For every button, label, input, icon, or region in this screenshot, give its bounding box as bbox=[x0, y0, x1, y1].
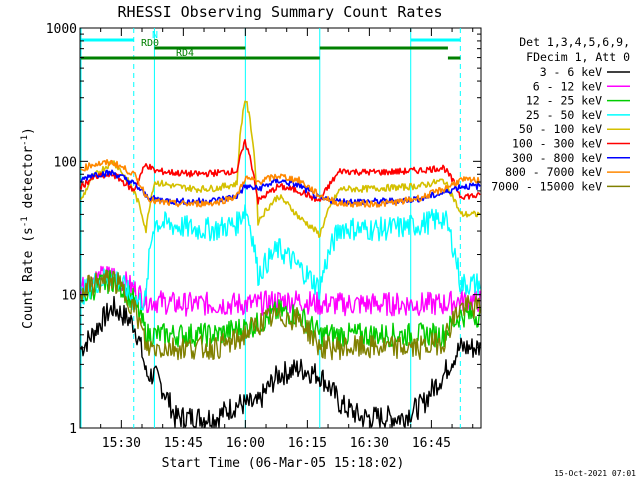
y-tick-label: 100 bbox=[54, 155, 77, 170]
series-line-7 bbox=[80, 159, 481, 208]
series-layer bbox=[80, 100, 481, 428]
series-line-0 bbox=[80, 295, 481, 428]
legend-entry-label: 6 - 12 keV bbox=[533, 79, 602, 93]
legend-entry-label: 100 - 300 keV bbox=[512, 137, 602, 151]
plot-area bbox=[79, 27, 482, 429]
x-tick-label: 16:45 bbox=[412, 436, 451, 451]
series-line-4 bbox=[80, 100, 481, 238]
legend-entry-label: 3 - 6 keV bbox=[540, 65, 602, 79]
series-line-1 bbox=[80, 265, 481, 317]
series-line-5 bbox=[80, 139, 481, 205]
x-tick-label: 16:00 bbox=[226, 436, 265, 451]
x-tick-label: 15:30 bbox=[102, 436, 141, 451]
series-line-8 bbox=[80, 269, 481, 361]
legend: Det 1,3,4,5,6,9,FDecim 1, Att 03 - 6 keV… bbox=[491, 35, 630, 193]
x-tick-label: 15:45 bbox=[164, 436, 203, 451]
legend-entry-label: 300 - 800 keV bbox=[512, 151, 602, 165]
y-axis-label: Count Rate (s-1 detector-1) bbox=[20, 127, 36, 329]
axes-layer: 1 10 100 1000 15:30 15:45 16:00 16:15 16:30 16:45 bbox=[46, 22, 481, 451]
series-line-3 bbox=[80, 204, 481, 311]
legend-entry-label: 25 - 50 keV bbox=[526, 108, 602, 122]
x-tick-label: 16:15 bbox=[288, 436, 327, 451]
x-axis-label: Start Time (06-Mar-05 15:18:02) bbox=[162, 456, 405, 471]
flag-label-rd4: RD4 bbox=[176, 48, 194, 59]
x-tick-label: 16:30 bbox=[350, 436, 389, 451]
legend-header-line: FDecim 1, Att 0 bbox=[526, 50, 630, 64]
legend-entry-label: 800 - 7000 keV bbox=[505, 165, 602, 179]
flag-label-rd0: RD0 bbox=[141, 38, 159, 49]
y-tick-label: 10 bbox=[61, 289, 77, 304]
y-tick-label: 1 bbox=[69, 422, 77, 437]
footer-timestamp: 15-Oct-2021 07:01 bbox=[554, 469, 636, 478]
flag-label-n: N bbox=[152, 30, 158, 41]
legend-entry-label: 12 - 25 keV bbox=[526, 94, 602, 108]
legend-entry-label: 7000 - 15000 keV bbox=[491, 179, 602, 193]
plot-frame bbox=[79, 27, 482, 429]
legend-entry-label: 50 - 100 keV bbox=[519, 122, 602, 136]
chart-title: RHESSI Observing Summary Count Rates bbox=[117, 3, 442, 21]
legend-header-line: Det 1,3,4,5,6,9, bbox=[519, 35, 630, 49]
y-tick-label: 1000 bbox=[46, 22, 77, 37]
